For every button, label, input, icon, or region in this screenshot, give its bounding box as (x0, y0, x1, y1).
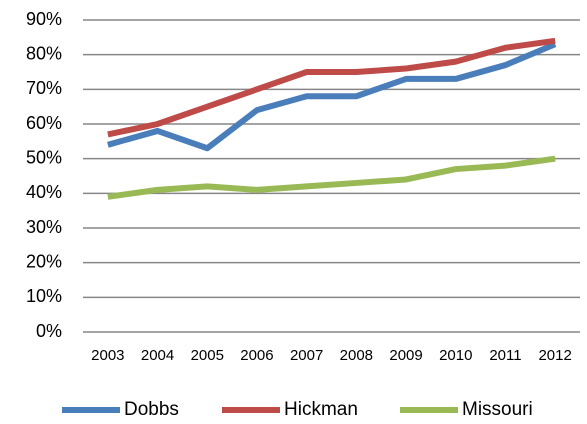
x-tick-label: 2010 (439, 347, 472, 364)
y-tick-label: 20% (26, 251, 62, 271)
x-tick-label: 2006 (240, 347, 273, 364)
y-tick-label: 10% (26, 286, 62, 306)
x-tick-label: 2012 (538, 347, 571, 364)
y-tick-label: 50% (26, 147, 62, 167)
legend-label: Missouri (462, 399, 533, 420)
y-tick-label: 60% (26, 113, 62, 133)
line-series (107, 37, 556, 138)
x-tick-label: 2008 (340, 347, 373, 364)
y-tick-label: 80% (26, 43, 62, 63)
line-series (107, 41, 557, 152)
x-tick-label: 2005 (191, 347, 224, 364)
legend-label: Dobbs (124, 399, 179, 420)
line-series (107, 155, 556, 200)
x-tick-label: 2004 (141, 347, 174, 364)
x-tick-label: 2009 (389, 347, 422, 364)
y-tick-label: 30% (26, 217, 62, 237)
x-tick-label: 2003 (91, 347, 124, 364)
y-tick-label: 40% (26, 182, 62, 202)
legend-label: Hickman (284, 399, 358, 420)
x-tick-label: 2011 (489, 347, 521, 364)
y-tick-label: 0% (36, 321, 62, 341)
y-tick-label: 90% (26, 9, 62, 29)
x-tick-label: 2007 (290, 347, 323, 364)
y-tick-label: 70% (26, 78, 62, 98)
